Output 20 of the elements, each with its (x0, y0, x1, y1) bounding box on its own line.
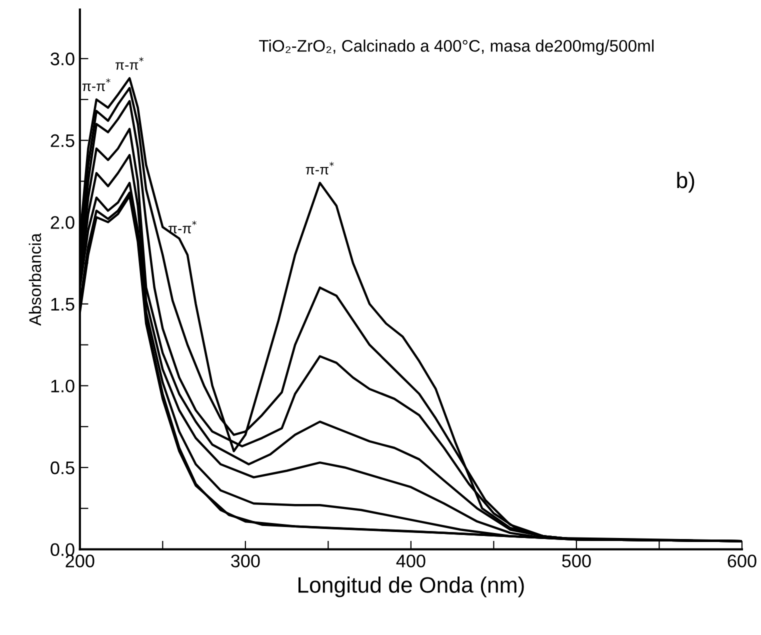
x-tick-label: 200 (66, 554, 94, 568)
annotation: π-π$^{*}$ (116, 57, 144, 70)
y-tick-label: 0.0 (50, 543, 74, 556)
x-tick-label: 400 (396, 554, 426, 568)
annotation: π-π$^{*}$ (168, 220, 196, 234)
y-tick-label: 1.5 (51, 298, 74, 311)
x-tick-label: 500 (562, 554, 591, 568)
text: TiO₂-ZrO₂, Calcinado a 400°C, masa de200mg/500ml (259, 40, 654, 56)
x-axis-title: Longitud de Onda (nm) (298, 576, 524, 598)
y-tick-label: 2.5 (50, 134, 74, 148)
y-tick-label: 2.0 (50, 216, 74, 229)
annotation: π-π$^{*}$ (82, 78, 110, 92)
y-tick-label: 0.5 (50, 461, 74, 474)
y-axis-title: Absorbancia (28, 233, 42, 326)
annotation: π-π$^{*}$ (306, 162, 334, 174)
y-tick-label: 1.0 (51, 380, 74, 392)
annotation: b) (677, 172, 694, 193)
x-tick-label: 600 (728, 554, 756, 568)
x-tick-label: 300 (231, 554, 260, 568)
y-tick-label: 3.0 (50, 52, 74, 66)
